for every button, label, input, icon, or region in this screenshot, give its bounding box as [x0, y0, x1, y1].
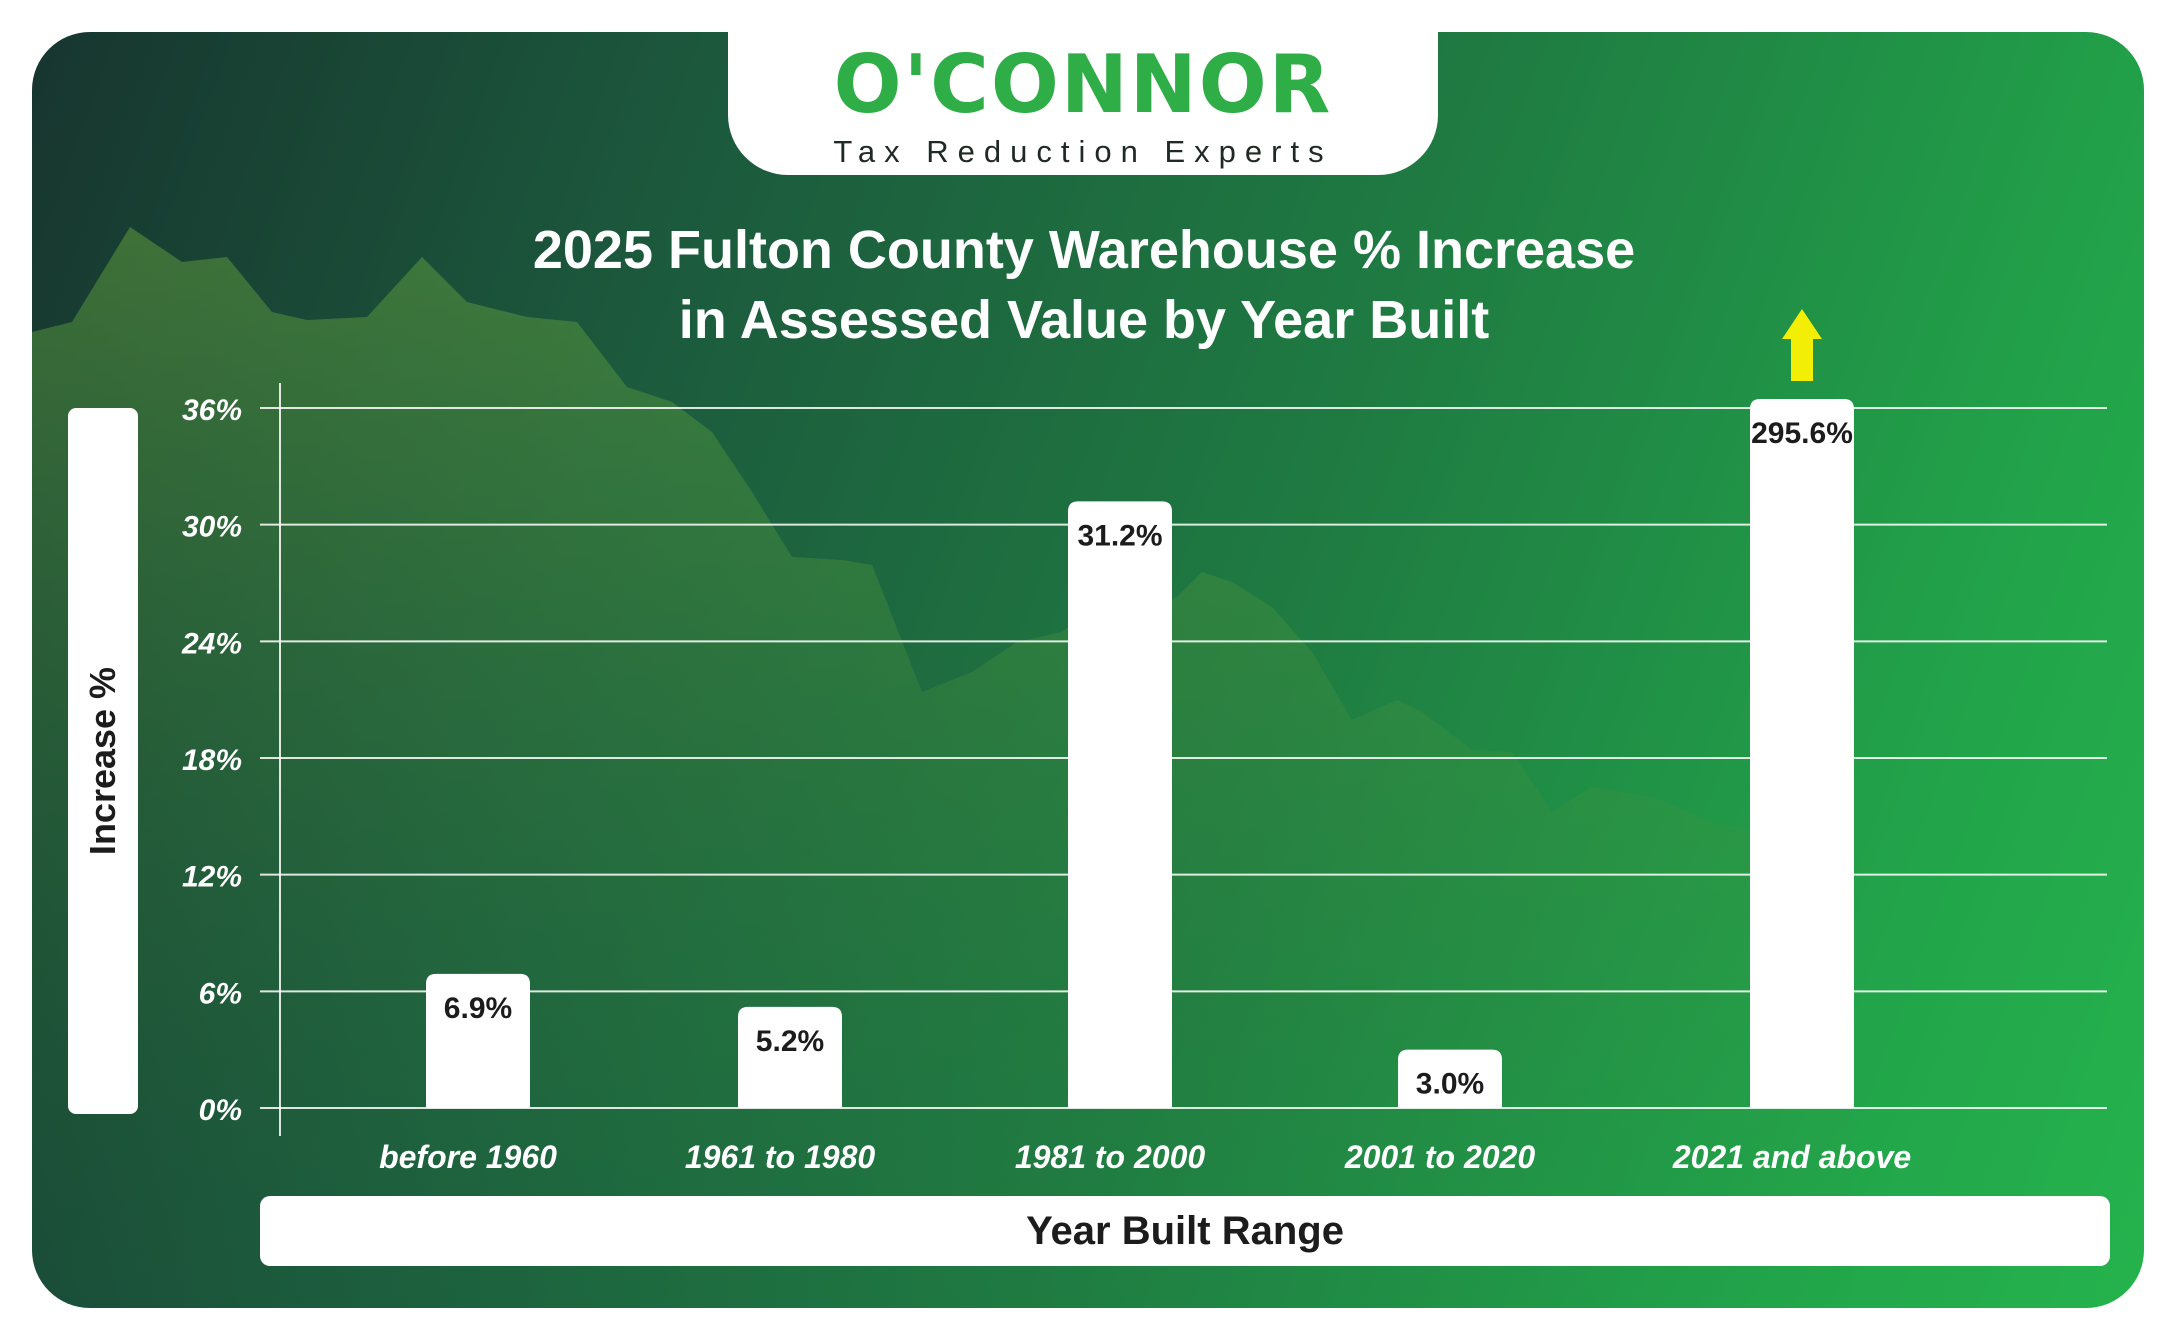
- x-tick-label: 1961 to 1980: [685, 1139, 876, 1175]
- y-tick-label: 36%: [182, 394, 242, 427]
- data-label: 5.2%: [756, 1025, 824, 1058]
- y-tick-label: 18%: [182, 744, 242, 777]
- chart-title-line-1: 2025 Fulton County Warehouse % Increase: [532, 220, 1636, 280]
- data-label: 6.9%: [444, 992, 512, 1025]
- y-tick-label: 6%: [199, 977, 242, 1010]
- bar: [426, 973, 530, 1108]
- x-tick-label: 1981 to 2000: [1015, 1139, 1206, 1175]
- y-tick-label: 24%: [181, 627, 242, 660]
- data-label: 295.6%: [1751, 417, 1853, 450]
- brand-logo: O'CONNOR: [833, 38, 1333, 131]
- y-axis-label-box: [68, 408, 138, 1114]
- data-label: 31.2%: [1077, 519, 1162, 552]
- overflow-up-arrow-icon: [1782, 309, 1822, 381]
- x-tick-label: before 1960: [379, 1139, 557, 1175]
- bar: [738, 1006, 842, 1108]
- x-axis-label: Year Built Range: [1026, 1209, 1344, 1253]
- bar: [1398, 1049, 1502, 1108]
- x-axis-label-box: [260, 1196, 2110, 1266]
- logo-badge: O'CONNOR Tax Reduction Experts: [728, 30, 1438, 175]
- brand-tagline: Tax Reduction Experts: [833, 134, 1333, 169]
- y-tick-label: 12%: [182, 861, 242, 894]
- x-tick-label: 2021 and above: [1672, 1139, 1911, 1175]
- bar: [1750, 399, 1854, 1108]
- bar: [1068, 501, 1172, 1108]
- x-tick-label: 2001 to 2020: [1344, 1139, 1536, 1175]
- y-tick-label: 30%: [182, 511, 242, 544]
- chart-title-line-2: in Assessed Value by Year Built: [678, 290, 1490, 350]
- data-label: 3.0%: [1416, 1068, 1484, 1101]
- y-tick-label: 0%: [199, 1094, 242, 1127]
